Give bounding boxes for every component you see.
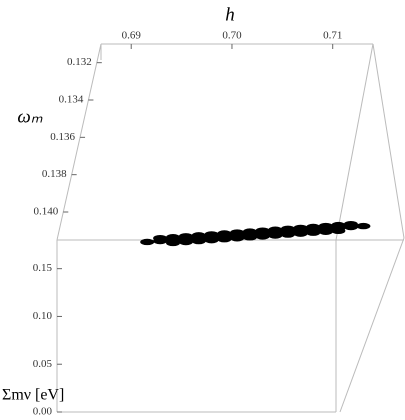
z-axis-label: Σmν [eV] (2, 387, 64, 404)
point (217, 230, 232, 237)
z-tick-label: 0.10 (33, 310, 53, 322)
x-tick-label: 0.70 (222, 30, 242, 42)
point (191, 232, 206, 239)
point (318, 228, 333, 235)
point (242, 234, 257, 241)
point (318, 222, 333, 230)
z-tick-label: 0.15 (33, 262, 53, 274)
point (331, 221, 346, 229)
point (293, 224, 308, 232)
point (204, 231, 219, 238)
point (230, 235, 245, 242)
point (178, 233, 193, 240)
point (306, 229, 321, 236)
y-tick-label: 0.136 (50, 131, 75, 143)
point (268, 232, 283, 239)
z-tick-label: 0.00 (33, 406, 53, 418)
point (166, 234, 181, 241)
point (268, 226, 283, 233)
x-axis-label: h (225, 4, 235, 25)
y-tick-label: 0.138 (42, 168, 67, 180)
y-tick-label: 0.134 (59, 94, 84, 106)
point (280, 225, 295, 233)
point (293, 230, 308, 237)
x-tick-label: 0.71 (323, 30, 342, 42)
point (356, 222, 371, 230)
point (255, 227, 270, 234)
y-axis-label: ωₘ (17, 106, 42, 127)
point (343, 220, 358, 228)
point (306, 223, 321, 231)
point (191, 237, 206, 245)
point (217, 236, 232, 243)
point (230, 229, 245, 236)
point (178, 238, 193, 246)
point (331, 227, 346, 235)
y-tick-label: 0.140 (34, 206, 59, 218)
point (255, 233, 270, 240)
point (242, 228, 257, 235)
y-tick-label: 0.132 (67, 56, 92, 68)
point (204, 236, 219, 244)
x-tick-label: 0.69 (122, 30, 142, 42)
point (280, 231, 295, 238)
point (153, 234, 168, 242)
z-tick-label: 0.05 (33, 358, 53, 370)
point (166, 239, 181, 247)
point (140, 238, 155, 246)
